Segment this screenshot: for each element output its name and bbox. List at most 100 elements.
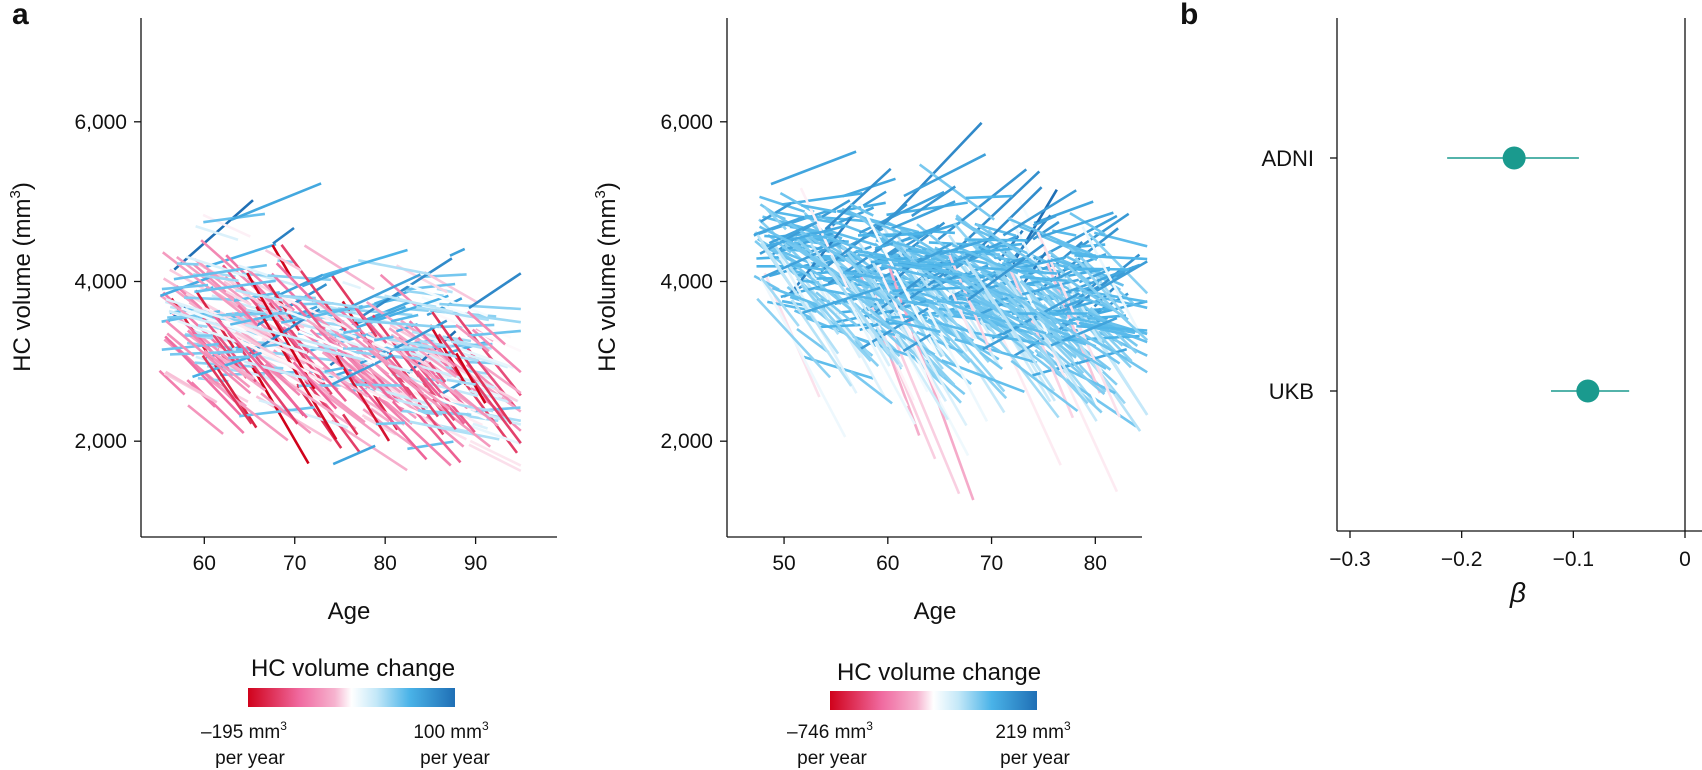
trajectory-segment (1052, 241, 1084, 268)
trajectory-segment (354, 376, 371, 390)
trajectory-segment (992, 319, 1062, 466)
trajectory-segment (824, 167, 892, 231)
trajectory-segment (468, 313, 521, 324)
trajectory-segment (1008, 303, 1032, 321)
trajectory-segment (946, 264, 986, 295)
trajectory-segment (897, 239, 954, 317)
trajectory-segment (925, 293, 990, 320)
trajectory-segment (396, 343, 479, 363)
ukb-colorbar-max-label: 219 mm3 (995, 719, 1071, 743)
panel-label-b: b (1180, 0, 1198, 31)
trajectory-segment (234, 331, 276, 357)
trajectory-segment (345, 330, 425, 395)
trajectory-segment (796, 327, 830, 354)
trajectory-segment (800, 284, 872, 362)
trajectory-segment (1042, 331, 1119, 493)
trajectory-segment (190, 381, 245, 435)
trajectory-segment (857, 232, 924, 237)
trajectory-segment (418, 273, 467, 279)
trajectory-segment (874, 241, 894, 250)
trajectory-segment (925, 306, 989, 423)
trajectory-segment (353, 318, 440, 329)
trajectory-segment (168, 309, 224, 328)
trajectory-segment (1019, 280, 1058, 324)
trajectory-segment (318, 330, 402, 394)
trajectory-segment (768, 222, 814, 245)
adni-colorbar-min-label: –195 mm3 (201, 719, 287, 743)
trajectory-segment (419, 333, 515, 370)
trajectory-segment (468, 443, 522, 473)
trajectory-segment (201, 354, 253, 425)
trajectory-segment (455, 352, 487, 404)
trajectory-segment (821, 199, 851, 218)
adni-x-axis-label: Age (328, 598, 371, 625)
trajectory-segment (244, 360, 310, 381)
x-tick-label: 70 (283, 552, 306, 575)
trajectory-segment (324, 366, 344, 373)
trajectory-segment (388, 327, 457, 378)
y-tick-label: 2,000 (74, 430, 127, 453)
adni-x-ticks: 60 70 80 90 (193, 537, 487, 575)
trajectory-segment (902, 299, 929, 308)
trajectory-segment (360, 257, 453, 318)
trajectory-segment (398, 350, 456, 422)
trajectory-segment (315, 436, 333, 446)
trajectory-segment (814, 287, 885, 303)
trajectory-segment (841, 207, 905, 236)
adni-colorbar-gradient (248, 688, 455, 707)
trajectory-segment (809, 233, 828, 240)
trajectory-segment (954, 217, 979, 234)
trajectory-segment (818, 214, 894, 245)
trajectory-segment (1036, 231, 1121, 418)
ukb-y-ticks: 2,000 4,000 6,000 (660, 111, 727, 453)
trajectory-segment (778, 249, 819, 268)
trajectory-segment (451, 340, 483, 350)
adni-trajectory-plot: 60 70 80 90 2,000 4,000 6,000 Age HC volume (… (7, 18, 557, 625)
trajectory-segment (260, 392, 312, 435)
effect-point-estimate (1502, 146, 1526, 170)
effect-x-tick-label: 0 (1679, 548, 1691, 571)
y-tick-label: 4,000 (660, 270, 713, 293)
ukb-x-ticks: 50 60 70 80 (772, 537, 1107, 575)
trajectory-segment (416, 370, 466, 425)
trajectory-segment (1063, 267, 1130, 271)
y-tick-label: 6,000 (74, 111, 127, 134)
trajectory-segment (417, 409, 472, 416)
adni-y-axis-label: HC volume (mm3) (7, 182, 36, 372)
trajectory-segment (845, 296, 917, 425)
trajectory-segment (298, 387, 329, 403)
trajectory-segment (459, 351, 509, 369)
trajectory-segment (1081, 289, 1148, 304)
trajectory-segment (857, 253, 942, 270)
trajectory-segment (390, 333, 409, 347)
trajectory-segment (1056, 239, 1091, 255)
trajectory-segment (176, 262, 199, 266)
trajectory-segment (244, 323, 338, 351)
panel-label-a: a (12, 0, 29, 31)
trajectory-segment (1069, 211, 1106, 236)
effect-x-tick-label: −0.1 (1553, 548, 1594, 571)
trajectory-segment (972, 331, 1047, 346)
trajectory-segment (903, 153, 987, 198)
trajectory-segment (423, 270, 480, 305)
trajectory-segment (770, 150, 857, 186)
adni-segments (158, 182, 522, 473)
trajectory-segment (1081, 332, 1128, 361)
ukb-colorbar-min-unit: per year (797, 748, 867, 769)
trajectory-segment (1037, 344, 1056, 367)
trajectory-segment (264, 373, 343, 411)
ukb-colorbar-gradient (830, 691, 1037, 710)
trajectory-segment (467, 423, 522, 446)
effect-size-plot: −0.3 −0.2 −0.1 0 ADNI UKB β (1261, 18, 1702, 608)
trajectory-segment (336, 359, 428, 461)
trajectory-segment (840, 320, 872, 357)
trajectory-segment (297, 342, 365, 362)
trajectory-segment (912, 332, 968, 427)
adni-colorbar: HC volume change –195 mm3 per year 100 m… (201, 655, 490, 769)
x-tick-label: 90 (464, 552, 487, 575)
trajectory-segment (167, 312, 249, 319)
effect-point-estimate (1576, 379, 1600, 403)
trajectory-segment (867, 287, 950, 421)
trajectory-segment (371, 341, 391, 353)
trajectory-segment (185, 255, 252, 279)
